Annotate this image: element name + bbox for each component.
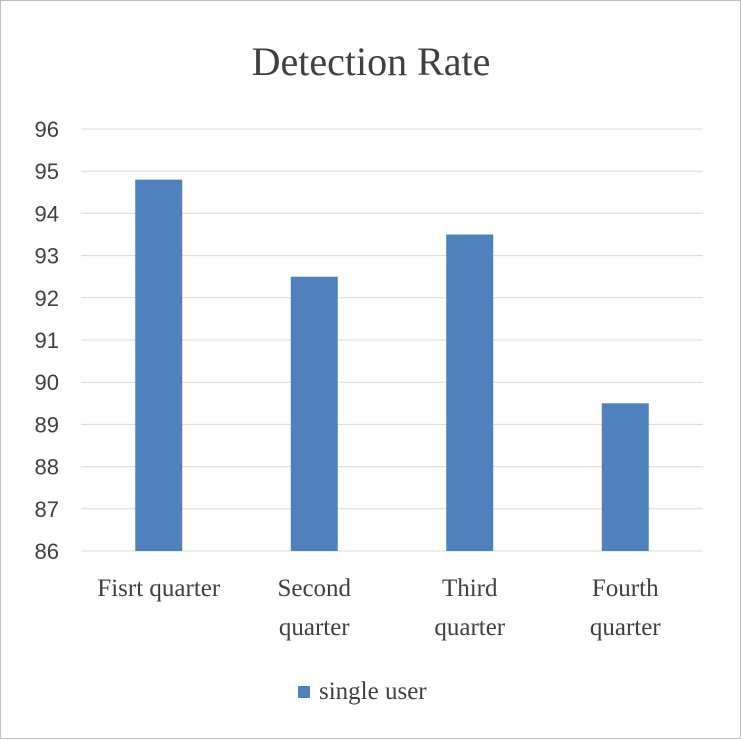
y-tick-label: 94: [35, 201, 59, 226]
y-tick-label: 90: [35, 370, 59, 395]
y-axis: 86 87 88 89 90 91 92 93 94 95 96: [35, 117, 59, 564]
y-tick-label: 88: [35, 455, 59, 480]
x-tick-label: Fourth: [592, 575, 659, 602]
legend-swatch: [298, 686, 310, 698]
bars: [135, 179, 649, 551]
bar: [601, 403, 649, 551]
bar: [446, 234, 494, 551]
legend: single user: [298, 678, 427, 705]
y-tick-label: 96: [35, 117, 59, 142]
x-tick-label: Third: [442, 575, 498, 602]
chart-title: Detection Rate: [252, 39, 491, 84]
y-tick-label: 92: [35, 286, 59, 311]
y-tick-label: 95: [35, 159, 59, 184]
y-tick-label: 87: [35, 497, 59, 522]
x-tick-label: Second: [277, 575, 351, 602]
bar: [135, 179, 183, 551]
y-tick-label: 91: [35, 328, 59, 353]
legend-label: single user: [319, 678, 427, 705]
bar: [290, 276, 338, 551]
gridlines: [81, 128, 703, 552]
x-tick-label: quarter: [434, 614, 505, 641]
x-tick-label: Fisrt quarter: [97, 575, 221, 602]
y-tick-label: 86: [35, 539, 59, 564]
y-tick-label: 93: [35, 244, 59, 269]
x-tick-label: quarter: [279, 614, 350, 641]
y-tick-label: 89: [35, 412, 59, 437]
x-tick-label: quarter: [590, 614, 661, 641]
x-axis: Fisrt quarter Second quarter Third quarter Fo…: [97, 575, 661, 641]
